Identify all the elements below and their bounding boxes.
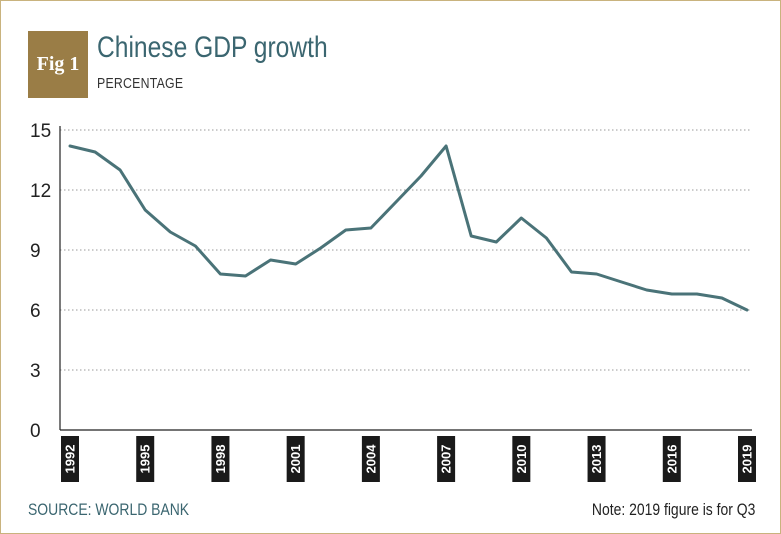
- x-tick-box-2016: [662, 436, 681, 482]
- figure-badge: Fig 1: [28, 31, 88, 98]
- x-tick-label-2013: 2013: [589, 445, 604, 474]
- axes: [59, 126, 752, 431]
- x-tick-label-2010: 2010: [514, 445, 529, 474]
- x-tick-2013: 2013: [587, 436, 606, 482]
- chart-subtitle: PERCENTAGE: [97, 75, 184, 92]
- x-tick-1992: 1992: [61, 436, 79, 482]
- x-tick-box-2001: [286, 436, 305, 482]
- y-tick-label-3: 3: [30, 361, 41, 382]
- y-tick-label-0: 0: [30, 421, 41, 442]
- x-tick-2007: 2007: [437, 436, 456, 482]
- x-tick-2004: 2004: [361, 436, 380, 482]
- x-tick-label-1998: 1998: [213, 445, 228, 474]
- x-tick-1995: 1995: [136, 436, 155, 482]
- x-tick-box-1995: [136, 436, 155, 482]
- y-tick-label-12: 12: [30, 181, 51, 202]
- x-tick-label-2016: 2016: [664, 445, 679, 474]
- x-tick-2010: 2010: [512, 436, 531, 482]
- x-tick-1998: 1998: [211, 436, 230, 482]
- x-tick-box-2019: [738, 436, 756, 482]
- x-tick-label-1992: 1992: [63, 445, 78, 474]
- x-tick-box-2004: [361, 436, 380, 482]
- x-axis-ticks: 1992 1995 1998 2001 2004 2007 2010 2013 2016 2019: [61, 436, 756, 482]
- source-note: SOURCE: WORLD BANK: [28, 500, 190, 519]
- y-tick-label-9: 9: [30, 241, 41, 262]
- y-tick-label-15: 15: [30, 121, 51, 142]
- x-tick-box-1998: [211, 436, 230, 482]
- x-tick-box-1992: [61, 436, 79, 482]
- y-tick-label-6: 6: [30, 301, 41, 322]
- series-line-0: [68, 144, 749, 312]
- x-tick-box-2007: [437, 436, 456, 482]
- x-tick-2016: 2016: [662, 436, 681, 482]
- chart-title: Chinese GDP growth: [97, 31, 328, 64]
- x-tick-2019: 2019: [738, 436, 756, 482]
- x-tick-2001: 2001: [286, 436, 305, 482]
- footnote: Note: 2019 figure is for Q3: [591, 500, 755, 519]
- gridlines: [60, 129, 752, 371]
- x-tick-label-2007: 2007: [439, 445, 454, 474]
- series-layer: [68, 144, 749, 312]
- y-axis-ticks: 0 3 6 9 12 15: [30, 121, 51, 442]
- x-tick-label-1995: 1995: [138, 445, 153, 474]
- x-tick-box-2013: [587, 436, 606, 482]
- x-tick-box-2010: [512, 436, 531, 482]
- x-tick-label-2001: 2001: [288, 445, 303, 474]
- x-tick-label-2004: 2004: [363, 444, 378, 474]
- x-tick-label-2019: 2019: [740, 445, 755, 474]
